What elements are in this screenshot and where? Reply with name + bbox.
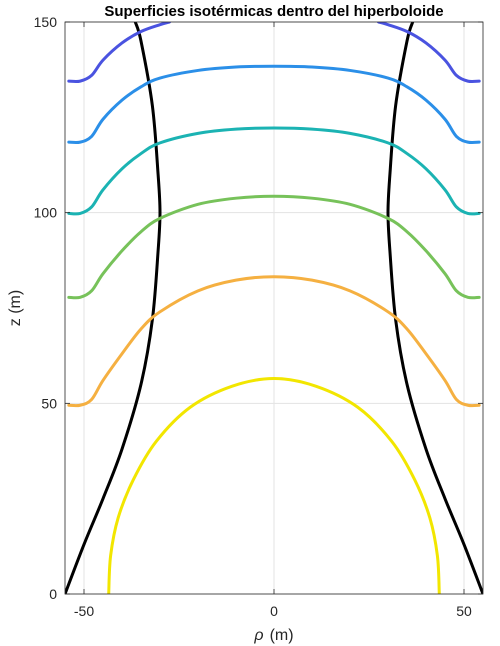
series-line-6 — [67, 64, 481, 145]
y-ticks: 0 50 100 150 — [34, 14, 483, 602]
x-tick-label: -50 — [74, 603, 94, 619]
series-line-2 — [107, 377, 441, 594]
x-tick-label: 50 — [456, 603, 472, 619]
y-tick-label: 100 — [34, 205, 58, 221]
series-line-3 — [67, 275, 481, 408]
y-tick-label: 0 — [49, 586, 57, 602]
grid — [65, 21, 483, 595]
x-axis-symbol: ρ — [253, 627, 263, 644]
series-line-4 — [67, 194, 481, 300]
x-axis-label: ρ (m) — [253, 627, 293, 644]
y-axis-label: z (m) — [7, 290, 24, 326]
series-line-0 — [65, 22, 162, 594]
series-group — [65, 22, 483, 594]
series-line-7 — [67, 22, 171, 84]
chart-title: Superficies isotérmicas dentro del hiper… — [104, 3, 443, 20]
x-axis-unit: (m) — [270, 627, 294, 644]
series-line-1 — [386, 22, 483, 594]
x-ticks: -50 0 50 — [74, 22, 472, 619]
y-tick-label: 50 — [41, 395, 57, 411]
y-tick-label: 150 — [34, 14, 58, 30]
series-line-5 — [67, 126, 481, 216]
x-tick-label: 0 — [270, 603, 278, 619]
series-line-8 — [377, 22, 481, 84]
